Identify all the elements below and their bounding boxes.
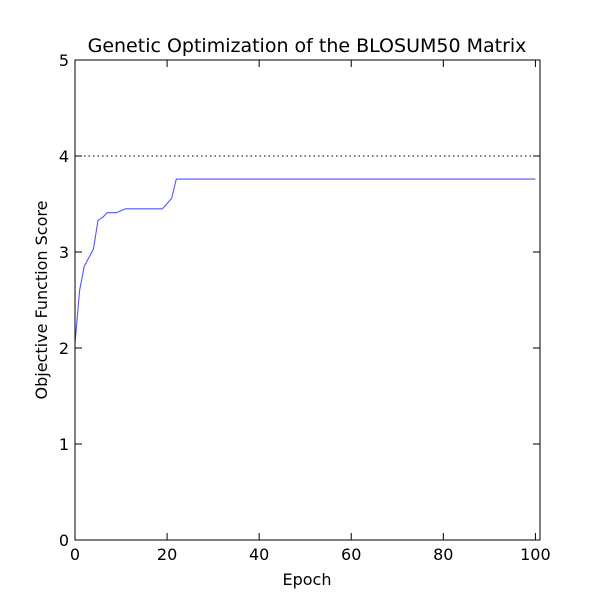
plot-area: 0 20 40 60 80 100 0 1 2 3 4 5 [59, 51, 551, 564]
x-tick-label-2: 40 [249, 545, 269, 564]
x-axis-label: Epoch [283, 570, 332, 589]
y-axis-label: Objective Function Score [32, 201, 51, 400]
y-tick-label-2: 2 [59, 339, 69, 358]
x-tick-label-4: 80 [433, 545, 453, 564]
x-tick-label-3: 60 [341, 545, 361, 564]
x-tick-label-0: 0 [70, 545, 80, 564]
y-tick-label-1: 1 [59, 435, 69, 454]
y-tick-label-0: 0 [59, 531, 69, 550]
series-line-0 [74, 178, 536, 344]
y-tick-label-5: 5 [59, 51, 69, 70]
y-tick-label-4: 4 [59, 147, 69, 166]
chart-title: Genetic Optimization of the BLOSUM50 Mat… [88, 35, 527, 57]
y-tick-label-3: 3 [59, 243, 69, 262]
plot-frame [74, 59, 541, 541]
x-tick-label-5: 100 [520, 545, 551, 564]
x-tick-label-1: 20 [157, 545, 177, 564]
